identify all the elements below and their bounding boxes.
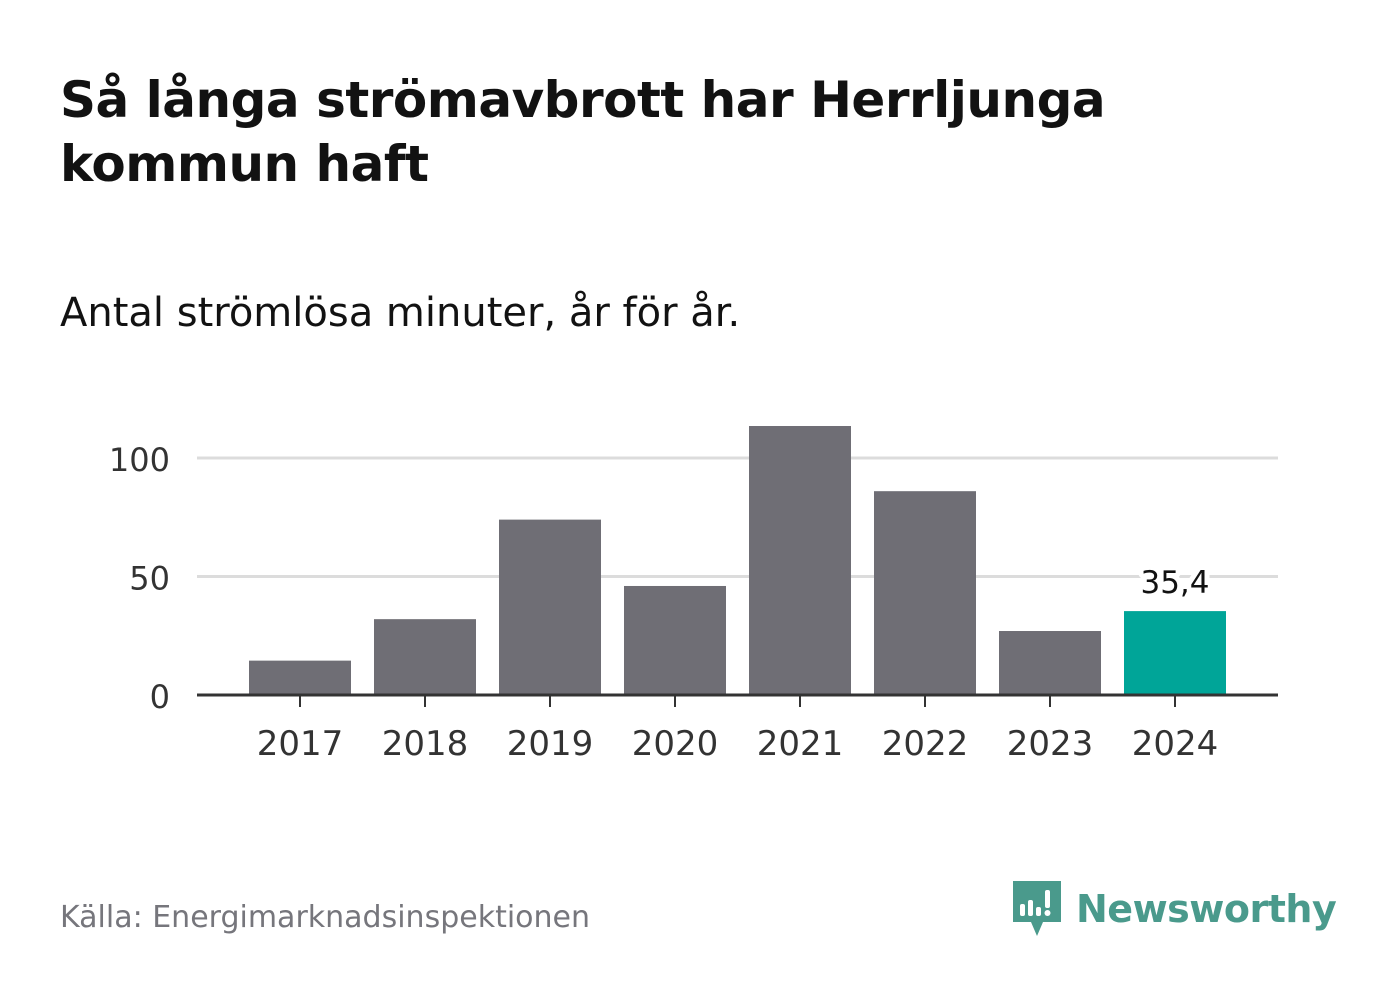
x-tick-label: 2017 [257,724,344,764]
bar-2021 [749,426,851,695]
newsworthy-logo-icon [1013,881,1061,936]
bar-2020 [624,585,726,695]
bar-2019 [499,519,601,695]
brand-logo: Newsworthy [1010,878,1337,940]
y-tick-label: 100 [109,441,170,479]
x-tick-label: 2020 [632,724,719,764]
x-tick-label: 2023 [1007,724,1094,764]
bar-2017 [249,660,351,695]
source-note: Källa: Energimarknadsinspektionen [60,900,591,935]
x-tick-label: 2019 [507,724,594,764]
x-tick-label: 2018 [382,724,469,764]
bar-2024 [1124,611,1226,695]
bar-2022 [874,491,976,695]
bar-2023 [999,631,1101,695]
data-label: 35,4 [1140,565,1209,601]
x-tick-label: 2021 [757,724,844,764]
bar-2018 [374,619,476,695]
y-tick-label: 50 [129,560,170,598]
chart-subtitle: Antal strömlösa minuter, år för år. [60,290,741,336]
brand-name: Newsworthy [1076,887,1337,931]
x-tick-label: 2024 [1132,724,1219,764]
x-tick-label: 2022 [882,724,969,764]
y-tick-label: 0 [150,678,170,716]
chart-title: Så långa strömavbrott har Herrljunga kom… [60,71,1106,193]
